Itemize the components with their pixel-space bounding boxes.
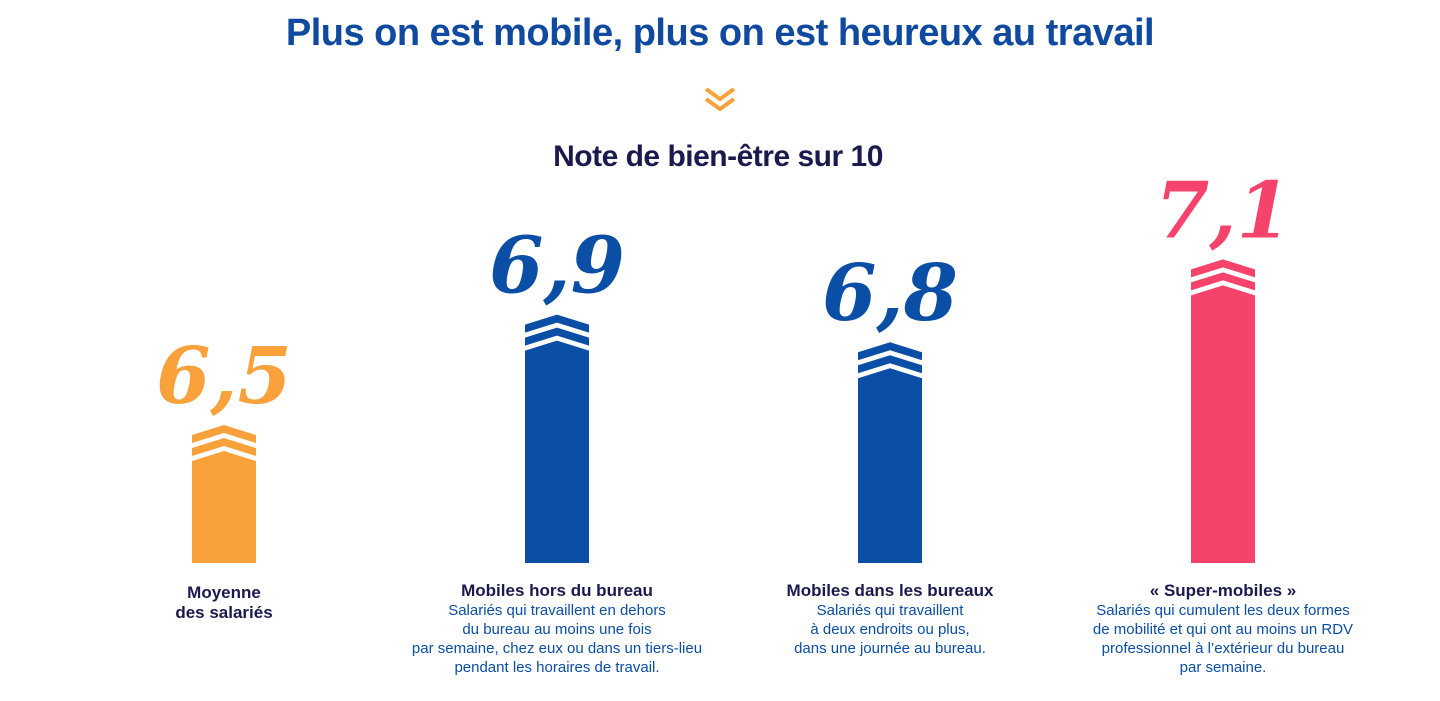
bar	[858, 368, 922, 563]
double-chevron-down-icon	[704, 87, 736, 112]
category-label: Moyenne des salariés	[54, 583, 394, 623]
category-description: Salariés qui cumulent les deux formes de…	[1092, 602, 1354, 676]
category-name: Mobiles hors du bureau	[461, 581, 653, 600]
page-title: Plus on est mobile, plus on est heureux …	[285, 12, 1155, 54]
bar-value-label: 6,8	[822, 248, 958, 339]
category-description: Salariés qui travaillent à deux endroits…	[794, 602, 986, 657]
category-label: Mobiles hors du bureau Salariés qui trava…	[387, 581, 727, 677]
category-label: Mobiles dans les bureaux Salariés qui tra…	[720, 581, 1060, 658]
bar-chevron-icon	[858, 342, 922, 361]
bar-group: 6,9	[489, 221, 625, 563]
bar	[192, 451, 256, 563]
category-name: Moyenne des salariés	[175, 583, 273, 622]
bar-chevron-icon	[1191, 272, 1255, 291]
bar-chevron-icon	[525, 327, 589, 346]
bar-chevron-icon	[1191, 259, 1255, 278]
bar	[1191, 285, 1255, 563]
bar-chevron-icon	[192, 425, 256, 443]
bar-chevron-icon	[192, 438, 256, 456]
bar-group: 6,5	[156, 331, 292, 563]
category-description: Salariés qui travaillent en dehors du bu…	[411, 602, 703, 676]
bar-value-label: 6,5	[156, 331, 292, 422]
category-label: « Super-mobiles » Salariés qui cumulent l…	[1053, 581, 1393, 677]
chart-title: Note de bien-être sur 10	[553, 140, 883, 173]
bar	[525, 340, 589, 563]
bar-value-label: 6,9	[489, 221, 625, 312]
bar-chevron-icon	[525, 314, 589, 333]
bar-group: 6,8	[822, 248, 958, 563]
category-name: Mobiles dans les bureaux	[786, 581, 994, 600]
bar-value-label: 7,1	[1155, 165, 1291, 256]
category-name: « Super-mobiles »	[1149, 581, 1297, 600]
bar-group: 7,1	[1155, 165, 1291, 563]
bar-chevron-icon	[858, 355, 922, 374]
